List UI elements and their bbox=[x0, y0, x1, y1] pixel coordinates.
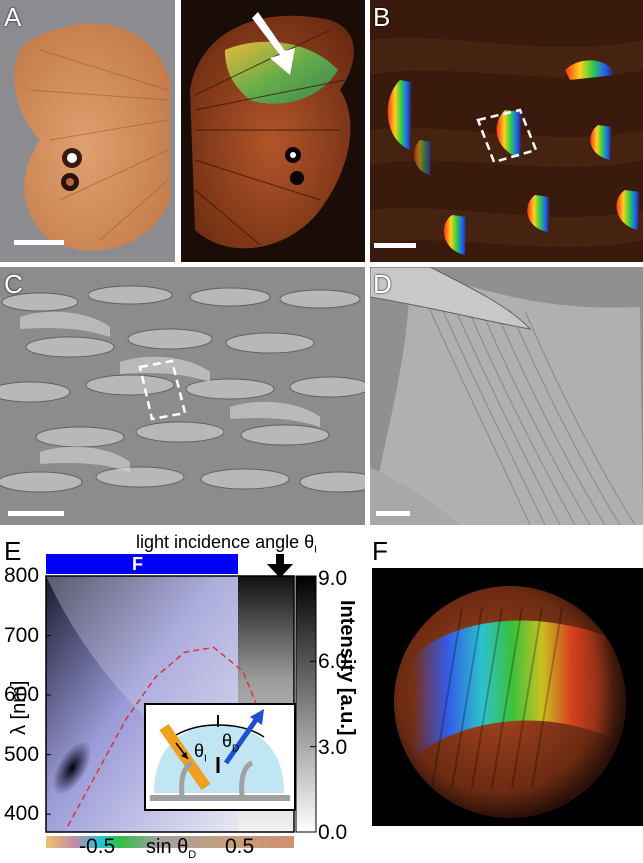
panel-c-sem-image: C bbox=[0, 267, 365, 525]
y-tick-group bbox=[46, 575, 51, 815]
x-tick-label: 0.5 bbox=[224, 835, 255, 858]
y-tick-label: 800 bbox=[4, 564, 40, 587]
inset-diagram: θI θD bbox=[144, 703, 296, 811]
y-tick-label: 500 bbox=[4, 742, 40, 766]
x-tick-label: -0.5 bbox=[79, 835, 116, 858]
panel-d-sem-closeup: D bbox=[370, 267, 643, 525]
colorbar-tick-group bbox=[310, 575, 316, 833]
scale-bar bbox=[376, 511, 410, 516]
sem-scales-illustration bbox=[0, 285, 365, 493]
colorbar-tick-label: 9.0 bbox=[318, 567, 348, 590]
x-axis-label: sin θD bbox=[146, 836, 197, 861]
y-tick-label: 700 bbox=[4, 623, 40, 647]
panel-label-f: F bbox=[372, 536, 388, 566]
diffracted-beam bbox=[223, 715, 261, 765]
colorbar-tick-label: 3.0 bbox=[318, 735, 348, 759]
panel-label-c: C bbox=[4, 269, 23, 299]
colorbar-label: Intensity [a.u.] bbox=[336, 600, 358, 736]
panel-label-b: B bbox=[373, 2, 391, 32]
heatmap-plot bbox=[45, 575, 317, 848]
inset-theta-d: θD bbox=[222, 731, 240, 755]
panel-label-e: E bbox=[4, 536, 22, 566]
selection-box bbox=[138, 359, 187, 421]
panel-e-chart: E F light incidence angle θI bbox=[0, 530, 370, 863]
panel-label-a: A bbox=[4, 2, 22, 32]
colorbar-tick-label: 0.0 bbox=[318, 821, 348, 844]
scale-bar bbox=[8, 511, 64, 516]
arrow-icon bbox=[252, 12, 295, 75]
diffraction-image-frame bbox=[372, 568, 643, 826]
dashed-curve bbox=[67, 646, 273, 827]
x-axis-spectrum-bar bbox=[46, 836, 294, 848]
y-tick-label: 600 bbox=[4, 683, 40, 707]
heatmap-peak bbox=[52, 741, 92, 795]
butterfly-wings-illustration bbox=[0, 0, 365, 262]
down-arrow-icon bbox=[267, 554, 293, 578]
panel-f-diffraction-image: F bbox=[370, 530, 643, 863]
blue-range-bar-label: F bbox=[132, 554, 143, 574]
panel-label-d: D bbox=[373, 269, 392, 299]
scale-bar bbox=[14, 240, 64, 245]
selection-box bbox=[476, 108, 538, 164]
incidence-angle-label: light incidence angle θI bbox=[136, 532, 317, 556]
iridescent-scales-illustration bbox=[370, 37, 643, 255]
inset-theta-i: θI bbox=[194, 741, 207, 765]
y-tick-label: 400 bbox=[4, 802, 40, 826]
scale-bar bbox=[374, 243, 416, 248]
diffraction-sphere-illustration bbox=[394, 586, 626, 818]
diffraction-geometry-icon bbox=[150, 709, 290, 801]
blue-range-bar bbox=[46, 554, 238, 574]
colorbar bbox=[295, 575, 317, 833]
colorbar-tick-label: 6.0 bbox=[318, 650, 348, 674]
panel-a-butterfly-image: A bbox=[0, 0, 365, 262]
sem-ridges-illustration bbox=[370, 267, 643, 525]
panel-b-scales-image: B bbox=[370, 0, 643, 262]
